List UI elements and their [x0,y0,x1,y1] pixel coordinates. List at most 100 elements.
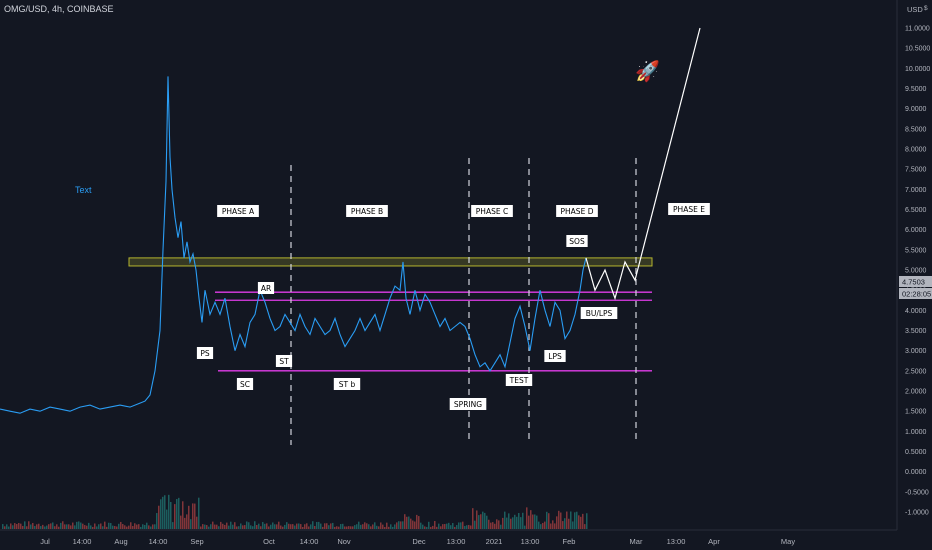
price-tick-label: 8.5000 [905,126,927,133]
event-label-lps[interactable]: LPS [544,350,566,362]
label-text: PHASE C [476,207,508,216]
volume-bar [584,524,586,529]
volume-bar [164,495,166,529]
volume-bar [24,521,26,529]
event-label-bu-lps[interactable]: BU/LPS [580,307,618,319]
event-label-st-b[interactable]: ST b [333,378,361,390]
volume-bar [538,521,540,529]
volume-bar [120,521,122,529]
annotation-labels[interactable]: PHASE A PHASE B PHASE C PHASE D PHASE E PS SC A… [196,203,710,410]
volume-bar [490,522,492,529]
event-label-ar[interactable]: AR [257,282,275,294]
volume-bar [266,523,268,529]
price-tick-label: 10.0000 [905,66,930,73]
volume-bar [372,524,374,529]
time-axis-ticks: Jul 14:00 Aug 14:00 Sep Oct 14:00 Nov Dec 13:00 20… [40,537,795,546]
event-label-sc[interactable]: SC [236,378,254,390]
volume-bar [522,512,524,529]
phase-dividers [290,158,637,445]
time-tick-label: Dec [412,537,426,546]
volume-bar [16,524,18,529]
volume-bar [508,513,510,529]
volume-bar [520,517,522,529]
volume-bar [152,524,154,529]
label-text: SOS [569,237,585,246]
event-label-ps[interactable]: PS [196,347,214,359]
event-label-spring[interactable]: SPRING [449,398,487,410]
volume-bar [570,511,572,529]
volume-bar [26,526,28,529]
text-annotation[interactable]: Text [75,185,92,195]
volume-bar [314,525,316,529]
volume-bar [368,524,370,529]
price-tick-label: 10.5000 [905,46,930,53]
volume-bar [138,524,140,529]
volume-bar [38,523,40,529]
time-tick-label: Nov [337,537,351,546]
volume-bar [286,522,288,529]
event-label-sos[interactable]: SOS [566,235,588,247]
label-text: PHASE E [673,205,705,214]
volume-bar [268,526,270,529]
volume-bar [350,526,352,529]
volume-bar [162,496,164,529]
volume-bar [556,516,558,529]
rocket-icon: 🚀 [635,59,660,83]
volume-bars [2,494,588,529]
volume-bar [22,525,24,529]
time-tick-label: May [781,537,795,546]
volume-bar [262,522,264,529]
volume-bar [480,514,482,529]
projection-line[interactable] [585,27,701,301]
volume-bar [382,524,384,529]
volume-bar [550,523,552,529]
time-axis[interactable] [0,530,932,550]
volume-bar [320,523,322,529]
phase-label-phase-a[interactable]: PHASE A [217,205,259,217]
volume-bar [82,523,84,529]
volume-bar [396,522,398,529]
volume-bar [486,515,488,529]
volume-bar [544,521,546,529]
label-box [471,205,513,217]
volume-bar [424,526,426,529]
volume-bar [66,524,68,529]
event-label-st[interactable]: ST [275,355,293,367]
volume-bar [516,516,518,529]
volume-bar [284,524,286,529]
volume-bar [156,513,158,529]
volume-bar [188,505,190,529]
volume-bar [376,525,378,529]
volume-bar [102,526,104,529]
event-label-test[interactable]: TEST [505,374,533,386]
price-axis[interactable] [897,0,932,550]
volume-bar [204,524,206,529]
time-tick-label: 13:00 [667,537,686,546]
volume-bar [346,526,348,529]
label-text: BU/LPS [586,309,613,318]
phase-label-phase-c[interactable]: PHASE C [471,205,513,217]
price-tick-label: 3.0000 [905,348,927,355]
volume-bar [316,521,318,529]
volume-bar [564,518,566,529]
phase-label-phase-d[interactable]: PHASE D [556,205,598,217]
phase-label-phase-e[interactable]: PHASE E [668,203,710,215]
time-tick-label: Sep [190,537,203,546]
volume-bar [416,514,418,529]
volume-bar [194,503,196,529]
volume-bar [464,525,466,529]
volume-bar [304,524,306,529]
price-tick-label: 4.0000 [905,308,927,315]
label-text: PS [200,349,210,358]
volume-bar [510,518,512,529]
volume-bar [426,526,428,529]
phase-label-phase-b[interactable]: PHASE B [346,205,388,217]
volume-bar [398,521,400,529]
volume-bar [568,518,570,529]
resistance-zone[interactable] [128,257,653,267]
price-tick-label: 11.0000 [905,26,930,33]
volume-bar [240,523,242,529]
volume-bar [296,523,298,529]
volume-bar [12,525,14,529]
